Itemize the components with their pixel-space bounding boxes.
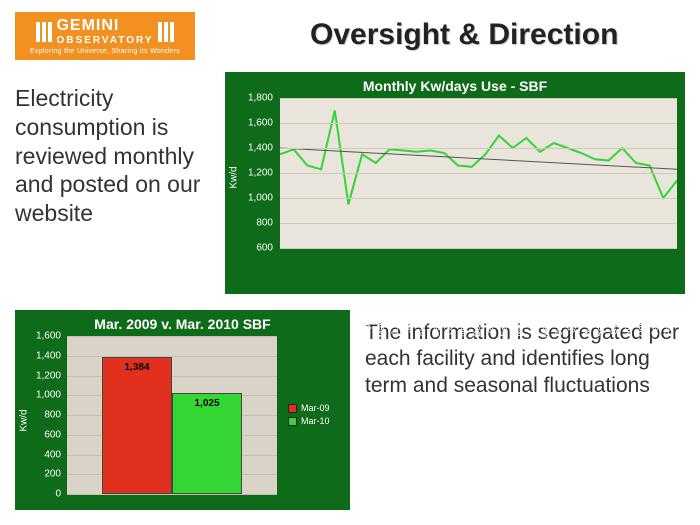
legend-swatch-icon <box>288 404 297 413</box>
line-chart-xtick: Jan-10 <box>650 308 660 336</box>
bar-value-label: 1,384 <box>103 362 171 373</box>
bar-value-label: 1,025 <box>173 398 241 409</box>
logo-bars-icon <box>36 22 52 42</box>
legend-label: Mar-09 <box>301 403 330 413</box>
line-chart-xtick: Aug-09 <box>581 308 591 337</box>
line-chart-xtick: Oct-09 <box>609 308 619 335</box>
logo-sub: OBSERVATORY <box>56 35 153 46</box>
legend-label: Mar-10 <box>301 416 330 426</box>
line-chart-xtick: Sep-08 <box>431 308 441 337</box>
line-chart-xtick: Mar-09 <box>513 308 523 337</box>
line-chart-xtick: Dec-08 <box>472 308 482 337</box>
line-chart-xtick: Mar-10 <box>677 308 687 337</box>
legend-swatch-icon <box>288 417 297 426</box>
bar-chart-ytick: 800 <box>44 410 61 421</box>
line-chart-xtick: Jul-09 <box>567 308 577 333</box>
line-chart-ytick: 600 <box>256 243 273 254</box>
bar-mar-09: 1,384 <box>102 357 172 494</box>
line-chart-ytick: 1,400 <box>248 143 273 154</box>
page-title: Oversight & Direction <box>310 18 618 52</box>
bar-chart-ytick: 1,600 <box>36 331 61 342</box>
line-chart-xticks: Oct-07Nov-07Dec-07Jan-08Feb-08Mar-08Apr-… <box>280 252 677 290</box>
line-chart-xtick: May-08 <box>376 308 386 338</box>
bar-chart-plot: 1,384 1,025 <box>67 336 277 494</box>
bar-chart-yticks: 02004006008001,0001,2001,4001,600 <box>21 336 63 494</box>
line-chart-title: Monthly Kw/days Use - SBF <box>229 76 681 98</box>
line-chart-xtick: Apr-08 <box>362 308 372 335</box>
line-chart-xtick: Feb-10 <box>663 308 673 337</box>
line-chart-xtick: Sep-09 <box>595 308 605 337</box>
line-chart-ytick: 800 <box>256 218 273 229</box>
line-chart-yticks: 6008001,0001,2001,4001,6001,800 <box>233 98 275 248</box>
line-chart-xtick: Aug-08 <box>417 308 427 337</box>
paragraph-left: Electricity consumption is reviewed mont… <box>15 84 215 228</box>
bar-chart-ytick: 0 <box>55 489 61 500</box>
line-chart-xtick: Nov-08 <box>458 308 468 337</box>
logo-tagline: Exploring the Universe, Sharing its Wond… <box>30 48 180 55</box>
line-chart-plot <box>280 98 677 248</box>
gemini-logo: GEMINI OBSERVATORY Exploring the Univers… <box>15 12 195 60</box>
line-chart-ytick: 1,000 <box>248 193 273 204</box>
bar-chart-title: Mar. 2009 v. Mar. 2010 SBF <box>19 314 346 336</box>
line-chart-xtick: Jan-09 <box>485 308 495 336</box>
line-chart-xtick: Feb-09 <box>499 308 509 337</box>
logo-bars-icon <box>158 22 174 42</box>
line-chart-xtick: Jul-08 <box>403 308 413 333</box>
bar-chart-ytick: 600 <box>44 429 61 440</box>
bar-chart-ytick: 1,200 <box>36 370 61 381</box>
line-series <box>280 111 677 205</box>
line-chart-xtick: Jun-08 <box>390 308 400 336</box>
line-chart-ytick: 1,600 <box>248 118 273 129</box>
bar-chart: Mar. 2009 v. Mar. 2010 SBF Kw/d 02004006… <box>15 310 350 510</box>
bar-chart-ytick: 200 <box>44 469 61 480</box>
legend-item: Mar-09 <box>288 403 346 413</box>
line-chart-ytick: 1,800 <box>248 93 273 104</box>
bar-chart-ytick: 400 <box>44 449 61 460</box>
bar-chart-ytick: 1,000 <box>36 390 61 401</box>
line-chart-xtick: Dec-09 <box>636 308 646 337</box>
logo-name: GEMINI <box>56 17 153 35</box>
line-chart-xtick: Oct-08 <box>444 308 454 335</box>
line-chart-xtick: May-09 <box>540 308 550 338</box>
bar-chart-legend: Mar-09 Mar-10 <box>288 400 346 429</box>
line-chart-xtick: Apr-09 <box>526 308 536 335</box>
line-chart-xtick: Jun-09 <box>554 308 564 336</box>
line-chart-ytick: 1,200 <box>248 168 273 179</box>
line-chart: Monthly Kw/days Use - SBF Kw/d 6008001,0… <box>225 72 685 294</box>
bar-chart-ytick: 1,400 <box>36 350 61 361</box>
line-chart-xtick: Nov-09 <box>622 308 632 337</box>
legend-item: Mar-10 <box>288 416 346 426</box>
bar-mar-10: 1,025 <box>172 393 242 494</box>
